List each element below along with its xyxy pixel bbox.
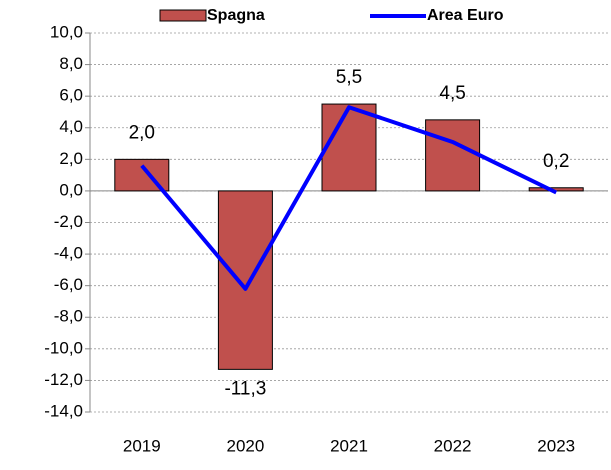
y-tick-label: 0,0 — [59, 180, 83, 199]
data-label: 2,0 — [129, 122, 155, 143]
x-tick-label: 2022 — [434, 436, 472, 455]
y-tick-label: -2,0 — [54, 212, 83, 231]
y-tick-label: 2,0 — [59, 149, 83, 168]
line — [140, 105, 558, 291]
legend-label: Spagna — [207, 7, 265, 24]
y-tick-label: -4,0 — [54, 244, 83, 263]
x-tick-label: 2023 — [537, 436, 575, 455]
y-tick-label: -8,0 — [54, 307, 83, 326]
legend-label: Area Euro — [427, 7, 504, 24]
y-tick-label: 10,0 — [50, 22, 83, 41]
data-label: -11,3 — [224, 378, 266, 399]
y-tick-label: 6,0 — [59, 86, 83, 105]
x-tick-label: 2020 — [226, 436, 264, 455]
legend-swatch — [159, 9, 207, 22]
y-tick-label: 4,0 — [59, 117, 83, 136]
y-tick-label: -6,0 — [54, 275, 83, 294]
data-label: 5,5 — [336, 67, 362, 88]
y-tick-label: -12,0 — [44, 370, 83, 389]
y-tick-label: 8,0 — [59, 54, 83, 73]
x-tick-label: 2019 — [123, 436, 161, 455]
data-label: 4,5 — [439, 83, 465, 104]
bar — [321, 103, 377, 192]
y-tick-label: -14,0 — [44, 401, 83, 420]
data-label: 0,2 — [543, 151, 569, 172]
bar — [217, 190, 273, 370]
x-tick-label: 2021 — [330, 436, 368, 455]
y-tick-label: -10,0 — [44, 338, 83, 357]
bar — [425, 119, 481, 192]
